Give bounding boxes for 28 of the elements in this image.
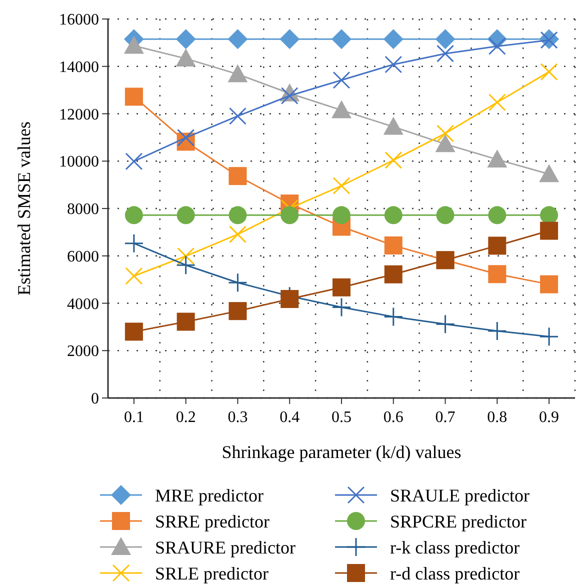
x-tick-label: 0.5 <box>332 409 352 426</box>
legend-label: r-d class predictor <box>390 563 520 584</box>
y-tick-label: 8000 <box>67 201 99 218</box>
x-tick-label: 0.3 <box>228 409 248 426</box>
legend-label: SRPCRE predictor <box>390 511 527 532</box>
legend-label: SRLE predictor <box>155 563 268 584</box>
y-tick-label: 2000 <box>67 343 99 360</box>
legend-label: SRRE predictor <box>155 511 270 532</box>
x-axis-title: Shrinkage parameter (k/d) values <box>222 442 462 462</box>
y-tick-label: 0 <box>91 390 99 408</box>
y-tick-label: 6000 <box>67 248 99 266</box>
x-tick-label: 0.2 <box>176 409 196 426</box>
x-tick-label: 0.7 <box>435 409 456 426</box>
legend-label: SRAURE predictor <box>155 537 296 558</box>
y-tick-label: 10000 <box>59 154 99 171</box>
legend-label: MRE predictor <box>155 485 264 506</box>
y-tick-label: 4000 <box>67 296 99 313</box>
y-tick-label: 16000 <box>59 12 99 29</box>
x-tick-label: 0.8 <box>487 409 508 426</box>
x-tick-label: 0.6 <box>383 409 404 426</box>
legend-label: r-k class predictor <box>390 537 520 558</box>
y-tick-label: 14000 <box>59 58 99 76</box>
y-axis-title: Estimated SMSE values <box>14 122 34 296</box>
x-tick-label: 0.4 <box>280 409 300 426</box>
y-tick-label: 12000 <box>59 106 99 124</box>
x-tick-label: 0.9 <box>539 409 560 426</box>
legend-label: SRAULE predictor <box>390 485 530 506</box>
x-tick-label: 0.1 <box>124 409 144 426</box>
